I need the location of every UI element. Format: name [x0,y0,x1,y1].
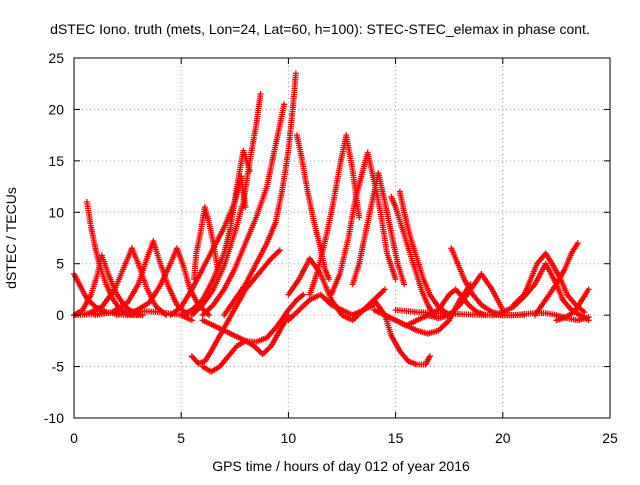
series-24 [285,255,388,324]
x-tick-label: 0 [70,430,78,446]
series-17 [294,132,333,283]
x-tick-label: 20 [495,430,511,446]
y-tick-label: 5 [56,256,64,272]
grid [74,58,610,418]
series-21 [388,193,438,319]
series-20 [349,170,408,288]
series-markers [285,255,388,324]
x-tick-label: 15 [388,430,404,446]
series-markers [221,70,299,319]
chart-title: dSTEC Iono. truth (mets, Lon=24, Lat=60,… [50,21,590,37]
series-markers [199,291,307,345]
x-axis-label: GPS time / hours of day 012 of year 2016 [212,458,470,474]
series-markers [510,250,588,316]
plot-border [73,57,611,419]
y-tick-label: -10 [44,410,64,426]
series-13 [221,70,299,319]
series-16 [199,291,307,345]
y-tick-label: 10 [48,204,64,220]
series-32 [510,250,588,316]
x-tick-label: 5 [177,430,185,446]
x-tick-label: 25 [602,430,618,446]
y-tick-label: 15 [48,153,64,169]
series-markers [388,193,438,319]
y-tick-label: 20 [48,101,64,117]
y-axis-label: dSTEC / TECUs [3,187,19,289]
series-markers [188,91,264,319]
series-markers [294,132,333,283]
data-layer [71,70,592,375]
y-tick-label: -5 [52,359,65,375]
series-markers [191,204,221,283]
series-markers [349,170,408,288]
series-markers [553,286,592,324]
x-tick-label: 10 [281,430,297,446]
series-markers [199,101,288,319]
y-tick-label: 25 [48,50,64,66]
series-12 [199,101,288,319]
series-10 [178,147,253,319]
y-tick-label: 0 [56,307,64,323]
plot-frame [73,57,611,419]
ticks: 0 5 10 15 20 25 -10 -5 0 5 10 15 20 25 [44,50,618,446]
series-markers [178,147,253,319]
series-11 [188,91,264,319]
series-35 [553,286,592,324]
series-8 [191,204,221,283]
